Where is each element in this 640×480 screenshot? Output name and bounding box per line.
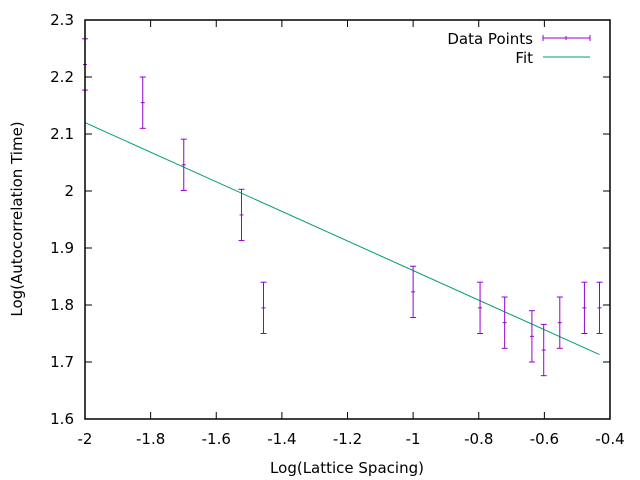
data-point-errorbar <box>180 138 187 191</box>
data-point-errorbar <box>581 281 588 334</box>
y-tick-label: 1.8 <box>50 296 74 314</box>
x-tick-label: -1.2 <box>333 430 362 448</box>
y-tick-label: 2 <box>64 182 74 200</box>
y-tick-label: 1.9 <box>50 239 74 257</box>
legend: Data Points Fit <box>447 30 591 67</box>
data-point-errorbar <box>260 281 267 334</box>
data-point-errorbar <box>477 281 484 334</box>
x-tick-label: -1.4 <box>267 430 296 448</box>
legend-marks <box>542 35 591 58</box>
data-point-errorbar <box>238 188 245 242</box>
data-point-errorbar <box>501 296 508 349</box>
y-tick-label: 1.7 <box>50 353 74 371</box>
x-tick-label: -2 <box>78 430 93 448</box>
fit-line <box>84 122 600 356</box>
plot-frame <box>84 19 611 420</box>
legend-label-data-points: Data Points <box>447 30 533 48</box>
y-tick-label: 2.2 <box>50 68 74 86</box>
x-tick-label: -1.8 <box>136 430 165 448</box>
x-tick-label: -1 <box>406 430 421 448</box>
y-axis-title: Log(Autocorrelation Time) <box>8 121 26 316</box>
axes: -2 -1.8 -1.6 -1.4 -1.2 -1 -0.8 -0.6 -0.4 1.6 1.7 1.… <box>50 11 625 448</box>
data-point-errorbar <box>410 265 417 319</box>
x-tick-label: -1.6 <box>202 430 231 448</box>
data-point-errorbar <box>596 281 603 334</box>
x-axis-title: Log(Lattice Spacing) <box>270 459 424 477</box>
legend-label-fit: Fit <box>515 49 533 67</box>
x-tick-label: -0.6 <box>530 430 559 448</box>
data-point-errorbar <box>528 310 535 363</box>
data-point-errorbar <box>556 296 563 349</box>
y-tick-label: 2.3 <box>50 11 74 29</box>
x-tick-label: -0.4 <box>595 430 624 448</box>
x-tick-label: -0.8 <box>464 430 493 448</box>
y-tick-label: 2.1 <box>50 125 74 143</box>
data-point-errorbar <box>540 323 547 377</box>
plot-area <box>82 38 603 377</box>
data-point-errorbar <box>139 76 146 129</box>
y-tick-label: 1.6 <box>50 410 74 428</box>
